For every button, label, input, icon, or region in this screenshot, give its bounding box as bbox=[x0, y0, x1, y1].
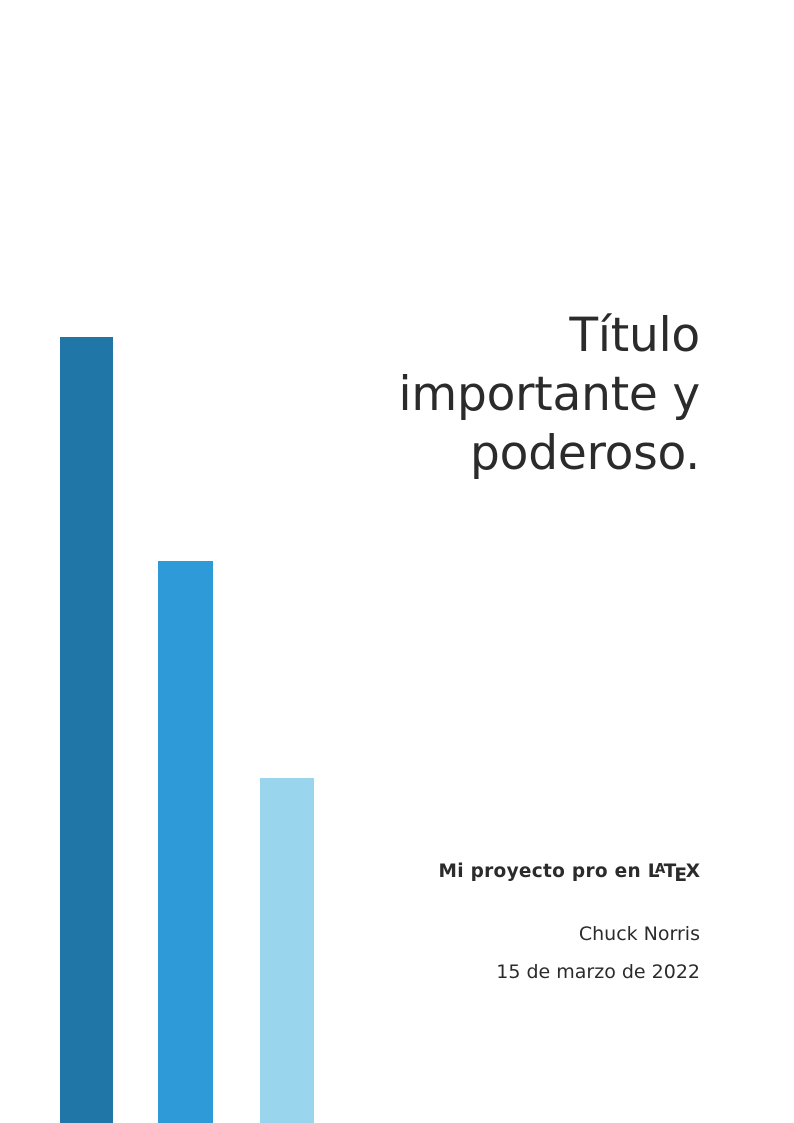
page-title-line-2: importante y bbox=[398, 367, 701, 422]
latex-logo-t: T bbox=[663, 861, 677, 882]
latex-logo-l: L bbox=[647, 861, 660, 882]
page-title: Título importante y poderoso. bbox=[280, 306, 701, 483]
page-title-line-1: Título bbox=[569, 308, 700, 363]
page-title-line-3: poderoso. bbox=[470, 426, 700, 481]
metadata-block: Mi proyecto pro en LATEX Chuck Norris 15… bbox=[270, 860, 701, 985]
title-block: Título importante y poderoso. bbox=[280, 306, 701, 483]
latex-logo-e: E bbox=[674, 864, 688, 886]
subtitle: Mi proyecto pro en LATEX bbox=[270, 860, 701, 886]
chart-bar-3 bbox=[260, 778, 314, 1123]
chart-bar-2 bbox=[158, 561, 213, 1123]
latex-logo-x: X bbox=[685, 861, 700, 882]
publication-date: 15 de marzo de 2022 bbox=[496, 961, 700, 983]
chart-bar-1 bbox=[60, 337, 113, 1123]
subtitle-text: Mi proyecto pro en bbox=[438, 861, 648, 882]
latex-logo-a: A bbox=[655, 862, 666, 878]
author-name: Chuck Norris bbox=[578, 923, 700, 945]
latex-logo: LATEX bbox=[648, 860, 700, 886]
